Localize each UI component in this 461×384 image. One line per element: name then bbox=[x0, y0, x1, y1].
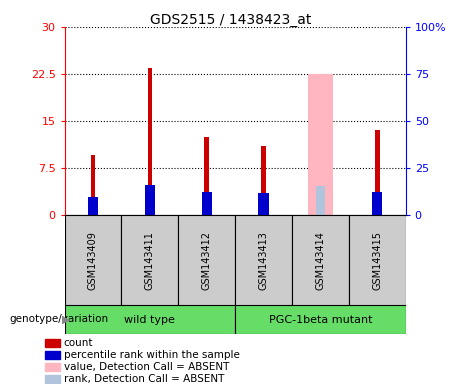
Text: GSM143409: GSM143409 bbox=[88, 231, 98, 290]
Text: ▶: ▶ bbox=[62, 314, 71, 324]
Bar bbox=[45, 363, 60, 371]
Bar bbox=[292, 215, 349, 305]
Text: value, Detection Call = ABSENT: value, Detection Call = ABSENT bbox=[64, 362, 229, 372]
Bar bbox=[88, 197, 98, 215]
Text: GSM143412: GSM143412 bbox=[201, 231, 212, 290]
Text: GSM143413: GSM143413 bbox=[259, 231, 269, 290]
Bar bbox=[148, 68, 152, 215]
Text: percentile rank within the sample: percentile rank within the sample bbox=[64, 350, 240, 360]
Text: GSM143411: GSM143411 bbox=[145, 231, 155, 290]
Bar bbox=[307, 74, 333, 215]
Text: rank, Detection Call = ABSENT: rank, Detection Call = ABSENT bbox=[64, 374, 224, 384]
Text: GDS2515 / 1438423_at: GDS2515 / 1438423_at bbox=[150, 13, 311, 27]
Bar bbox=[45, 339, 60, 347]
Bar bbox=[91, 156, 95, 215]
Bar bbox=[145, 185, 155, 215]
Bar bbox=[375, 131, 379, 215]
Bar bbox=[65, 215, 121, 305]
Bar bbox=[121, 215, 178, 305]
Bar bbox=[372, 192, 382, 215]
Text: wild type: wild type bbox=[124, 314, 175, 325]
Bar bbox=[259, 194, 269, 215]
Bar bbox=[45, 351, 60, 359]
Bar bbox=[201, 192, 212, 215]
Bar bbox=[178, 215, 235, 305]
Bar bbox=[235, 215, 292, 305]
Bar bbox=[235, 305, 406, 334]
Bar bbox=[316, 186, 325, 215]
Text: count: count bbox=[64, 338, 93, 348]
Bar bbox=[65, 305, 235, 334]
Bar bbox=[204, 137, 209, 215]
Bar bbox=[261, 146, 266, 215]
Text: GSM143414: GSM143414 bbox=[315, 231, 325, 290]
Text: GSM143415: GSM143415 bbox=[372, 231, 382, 290]
Text: PGC-1beta mutant: PGC-1beta mutant bbox=[269, 314, 372, 325]
Bar bbox=[45, 375, 60, 383]
Bar bbox=[349, 215, 406, 305]
Text: genotype/variation: genotype/variation bbox=[9, 314, 108, 324]
